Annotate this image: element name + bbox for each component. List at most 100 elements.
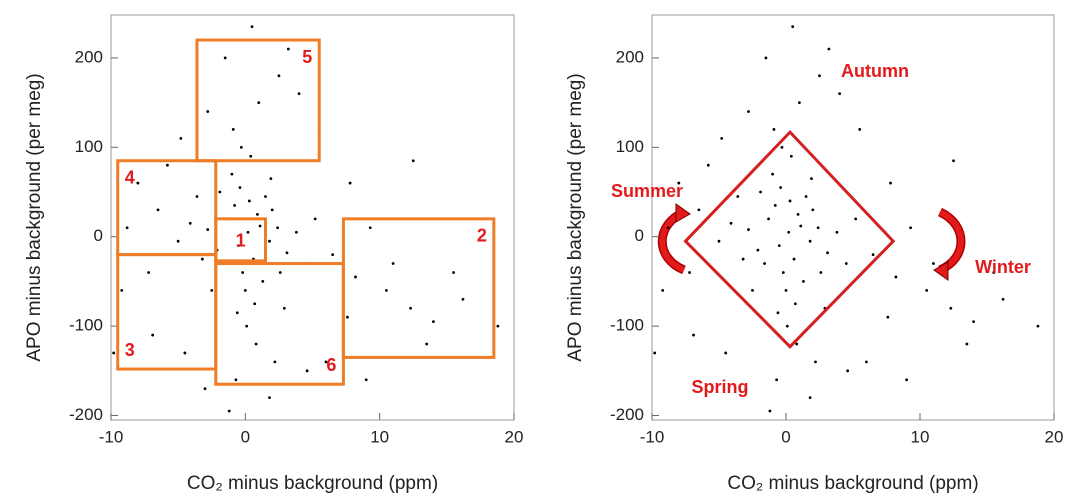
point [814, 360, 817, 364]
point [905, 378, 908, 382]
point [200, 257, 204, 261]
y-tick-label: -200 [610, 405, 644, 424]
point [795, 342, 799, 346]
point [692, 333, 695, 337]
point [844, 262, 848, 265]
point [268, 239, 271, 243]
point [239, 145, 243, 149]
season-label: Autumn [841, 61, 909, 81]
point [254, 342, 258, 346]
point [276, 226, 279, 230]
point [269, 177, 273, 181]
point [785, 324, 789, 328]
point [886, 315, 890, 319]
point [285, 251, 289, 255]
y-tick-label: 100 [75, 137, 103, 156]
point [780, 145, 784, 149]
point [425, 342, 429, 346]
x-tick-label: 20 [1045, 427, 1064, 446]
point [787, 230, 791, 234]
point [759, 190, 762, 194]
point [827, 47, 831, 51]
point [889, 181, 892, 185]
point [768, 409, 772, 413]
point [432, 320, 435, 324]
point [235, 311, 239, 315]
region-label: 4 [125, 167, 135, 187]
x-axis-label: CO₂ minus background (ppm) [727, 473, 978, 494]
point [972, 320, 975, 324]
x-tick-label: -10 [640, 427, 665, 446]
point [297, 92, 301, 96]
point [835, 230, 839, 234]
point [364, 378, 368, 382]
point [183, 351, 187, 355]
point [270, 208, 274, 212]
point [166, 163, 169, 167]
point [798, 101, 801, 105]
point [952, 159, 955, 163]
point [773, 204, 777, 207]
point [1001, 297, 1005, 301]
point [452, 271, 455, 274]
point [253, 302, 257, 306]
point [776, 311, 780, 315]
point [206, 228, 210, 231]
point [261, 280, 265, 283]
arrow-head [675, 203, 691, 223]
point [1036, 324, 1040, 328]
point [294, 230, 298, 234]
point [348, 181, 352, 185]
point [409, 306, 412, 310]
point [384, 288, 388, 292]
y-tick-label: 0 [94, 226, 103, 245]
season-label: Winter [975, 257, 1031, 277]
point [238, 186, 242, 189]
point [764, 56, 768, 60]
season-label: Spring [692, 377, 749, 397]
point [747, 228, 750, 231]
point [411, 159, 415, 163]
point [793, 302, 797, 306]
y-tick-label: -100 [69, 316, 103, 335]
point [792, 257, 796, 261]
point [250, 25, 254, 29]
x-tick-label: 10 [911, 427, 930, 446]
point [237, 244, 241, 248]
point [461, 297, 465, 301]
point [282, 306, 286, 310]
point [305, 369, 309, 373]
point [772, 128, 776, 131]
point [286, 47, 290, 51]
point [789, 154, 793, 158]
point [223, 56, 227, 60]
point [736, 195, 740, 198]
point [151, 333, 155, 337]
region-label: 3 [125, 340, 135, 360]
point [331, 253, 335, 257]
x-tick-label: 0 [241, 427, 250, 446]
point [949, 306, 953, 310]
point [784, 288, 788, 292]
point [810, 177, 813, 181]
y-tick-label: 200 [616, 47, 644, 66]
point [932, 262, 935, 265]
y-tick-label: 100 [616, 137, 644, 156]
point [818, 74, 821, 78]
x-tick-label: -10 [99, 427, 124, 446]
point [227, 409, 231, 413]
point [313, 217, 317, 221]
point [788, 199, 792, 203]
y-tick-label: -200 [69, 405, 103, 424]
point [706, 163, 710, 167]
region-label: 6 [326, 355, 336, 375]
point [241, 271, 245, 274]
region-box [116, 159, 218, 257]
point [125, 226, 129, 230]
point [391, 262, 395, 265]
x-axis-label: CO₂ minus background (ppm) [187, 473, 438, 494]
point [775, 378, 779, 382]
